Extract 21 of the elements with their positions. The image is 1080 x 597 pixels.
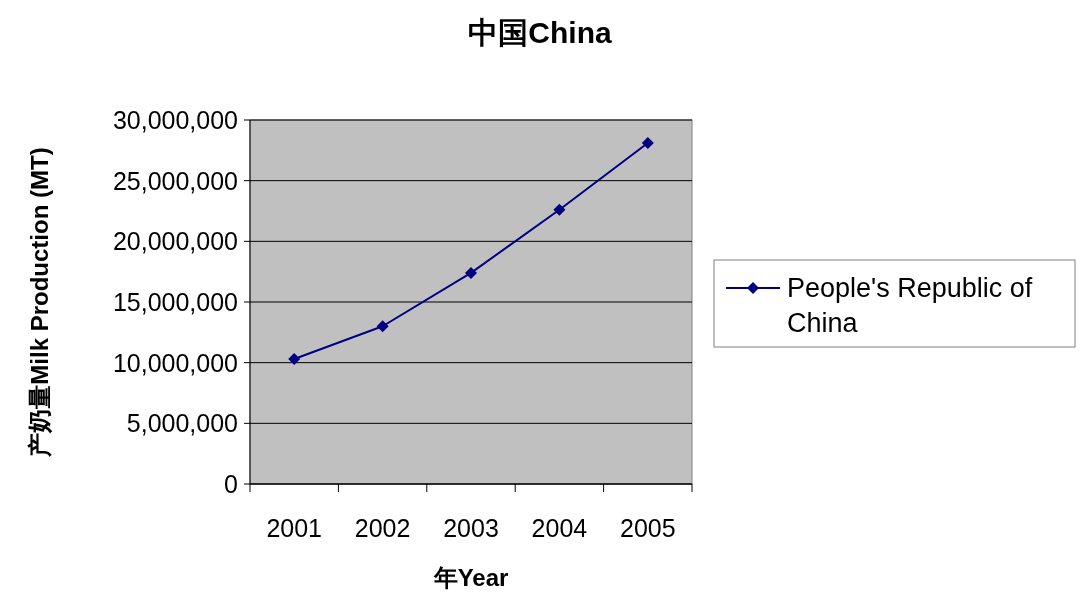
legend-label: People's Republic of China [787,273,1033,338]
y-tick-label: 25,000,000 [112,166,238,195]
x-tick-label: 2003 [443,514,499,542]
x-tick-label: 2002 [354,514,411,542]
x-axis-title: 年Year [432,564,509,591]
y-tick-label: 10,000,000 [112,348,238,377]
point [553,203,566,216]
point [376,320,389,333]
x-tick-label: 2001 [266,514,323,542]
point [465,266,477,279]
chart-title: 中国China [468,16,612,49]
x-tick-label: 2005 [619,514,676,542]
y-axis-title: 产奶量Milk Production (MT) [26,147,53,458]
point [641,137,654,150]
point [288,353,301,366]
y-tick-label: 30,000,000 [112,106,238,134]
y-tick-label: 20,000,000 [112,227,238,256]
y-tick-label: 5,000,000 [126,409,238,438]
y-tick-label: 0 [224,470,238,498]
y-tick-label: 15,000,000 [112,288,238,316]
x-tick-label: 2004 [531,514,588,542]
